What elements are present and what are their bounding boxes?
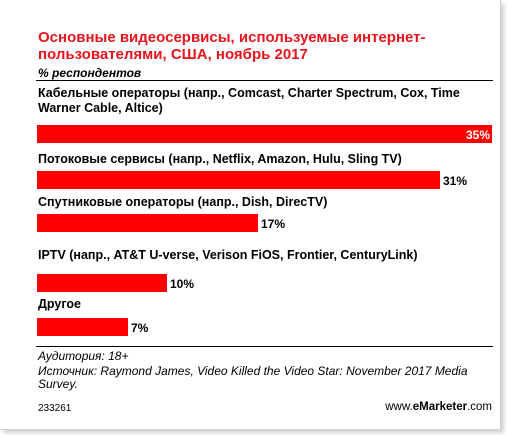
value-label-2: 17% — [261, 217, 286, 231]
value-label-0: 35% — [465, 128, 490, 142]
bar-4 — [37, 318, 128, 336]
bar-0 — [37, 125, 492, 143]
bar-3 — [37, 274, 167, 292]
value-label-1: 31% — [443, 174, 468, 188]
audience-note: Аудитория: 18+ — [38, 349, 129, 363]
value-label-3: 10% — [170, 277, 195, 291]
category-label-0: Кабельные операторы (напр., Comcast, Cha… — [38, 86, 460, 115]
category-label-2: Спутниковые операторы (напр., Dish, Dire… — [38, 195, 328, 209]
bar-1 — [37, 171, 440, 189]
top-divider — [36, 80, 493, 81]
bottom-divider — [36, 346, 493, 347]
category-label-3: IPTV (напр., AT&T U-verse, Verison FiOS,… — [38, 248, 418, 262]
brand-prefix: www. — [385, 401, 413, 413]
chart-title: Основные видеосервисы, используемые инте… — [38, 29, 426, 63]
chart-subtitle: % респондентов — [38, 66, 142, 80]
brand-name: eMarketer — [412, 401, 468, 413]
brand-link[interactable]: www.eMarketer.com — [385, 401, 492, 413]
brand-suffix: .com — [467, 401, 492, 413]
bar-2 — [37, 214, 258, 232]
category-label-1: Потоковые сервисы (напр., Netflix, Amazo… — [38, 152, 402, 166]
category-label-4: Другое — [38, 297, 81, 311]
source-note: Источник: Raymond James, Video Killed th… — [38, 364, 468, 391]
chart-id: 233261 — [38, 403, 72, 414]
value-label-4: 7% — [131, 321, 149, 335]
